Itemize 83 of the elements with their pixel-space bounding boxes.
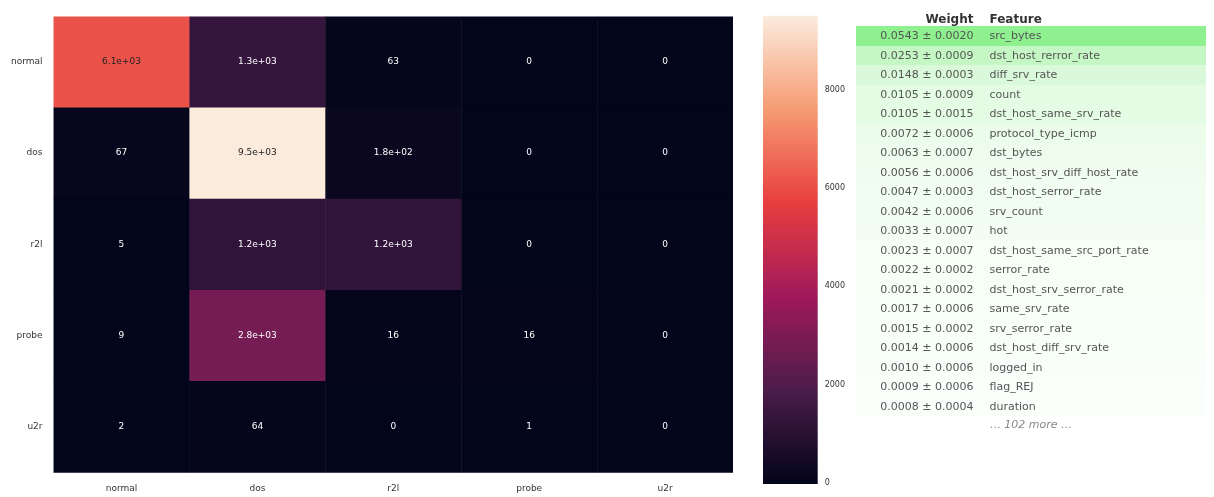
text: srv_count bbox=[989, 204, 1043, 218]
category-label: Feature bbox=[988, 12, 1043, 26]
text: 0.0021 ± 0.0002 bbox=[880, 282, 974, 296]
x-tick-label: probe bbox=[516, 482, 543, 493]
data-label: 0 bbox=[662, 329, 669, 340]
data-label: 2.8e+03 bbox=[237, 329, 277, 340]
text: 0.0008 ± 0.0004 bbox=[880, 399, 974, 413]
data-label: 67 bbox=[115, 147, 128, 158]
text: logged_in bbox=[989, 360, 1043, 374]
data-label: 2 bbox=[118, 420, 125, 431]
text: flag_REJ bbox=[989, 380, 1034, 393]
data-label: 6.1e+03 bbox=[102, 56, 141, 67]
y-tick-label: u2r bbox=[27, 420, 43, 431]
data-label: 1.2e+03 bbox=[373, 238, 413, 249]
text: diff_srv_rate bbox=[989, 68, 1058, 81]
text: 0.0105 ± 0.0015 bbox=[880, 107, 974, 120]
data-label: 1 bbox=[526, 420, 533, 431]
text: 0.0010 ± 0.0006 bbox=[880, 360, 974, 374]
x-tick-label: u2r bbox=[657, 482, 673, 493]
data-label: 5 bbox=[118, 238, 125, 249]
text: dst_host_srv_diff_host_rate bbox=[989, 165, 1139, 179]
data-label: 0 bbox=[662, 420, 669, 431]
x-tick-label: normal bbox=[105, 482, 138, 493]
text: dst_host_same_srv_rate bbox=[989, 107, 1122, 120]
text: 0.0014 ± 0.0006 bbox=[880, 341, 974, 354]
text: serror_rate bbox=[989, 263, 1050, 276]
text: 0.0056 ± 0.0006 bbox=[880, 165, 974, 179]
x-tick-label: r2l bbox=[387, 482, 400, 493]
data-label: 63 bbox=[387, 56, 399, 67]
data-label: 9 bbox=[118, 329, 125, 340]
data-label: 16 bbox=[387, 329, 400, 340]
text: 0.0148 ± 0.0003 bbox=[880, 68, 974, 81]
text: 0.0009 ± 0.0006 bbox=[880, 380, 974, 393]
color-bar-label: 8000 bbox=[824, 84, 845, 94]
text: protocol_type_icmp bbox=[989, 126, 1097, 140]
text: dst_bytes bbox=[989, 146, 1043, 159]
y-tick-label: dos bbox=[26, 147, 43, 158]
text: dst_host_serror_rate bbox=[989, 185, 1102, 198]
text: 0.0015 ± 0.0002 bbox=[880, 321, 974, 335]
data-label: 0 bbox=[526, 147, 533, 158]
data-label: 16 bbox=[523, 329, 536, 340]
text: 0.0017 ± 0.0006 bbox=[880, 302, 974, 315]
y-tick-label: normal bbox=[10, 56, 43, 67]
color-bar-label: 6000 bbox=[824, 183, 845, 192]
x-tick-label: dos bbox=[249, 482, 266, 493]
text: 0.0042 ± 0.0006 bbox=[880, 204, 974, 218]
data-label: 0 bbox=[526, 56, 533, 67]
data-label: 1.8e+02 bbox=[373, 147, 413, 158]
data-label: 0 bbox=[662, 56, 669, 67]
text: 0.0105 ± 0.0009 bbox=[880, 87, 974, 101]
data-label: 0 bbox=[662, 238, 669, 249]
text: 0.0543 ± 0.0020 bbox=[880, 29, 974, 42]
text: 0.0072 ± 0.0006 bbox=[880, 126, 974, 140]
text: 0.0033 ± 0.0007 bbox=[880, 224, 974, 237]
text: 0.0253 ± 0.0009 bbox=[880, 48, 974, 62]
text: duration bbox=[989, 399, 1036, 413]
text: dst_host_rerror_rate bbox=[989, 48, 1101, 62]
data-label: 9.5e+03 bbox=[237, 147, 277, 158]
text: count bbox=[989, 87, 1021, 101]
text: dst_host_diff_srv_rate bbox=[989, 341, 1109, 354]
text: hot bbox=[989, 224, 1008, 237]
text: srv_serror_rate bbox=[989, 321, 1072, 335]
color-bar-label: 0 bbox=[824, 478, 830, 488]
data-label: 0 bbox=[390, 420, 397, 431]
text: src_bytes bbox=[989, 29, 1042, 42]
text: 0.0047 ± 0.0003 bbox=[880, 185, 974, 198]
color-bar-label: 2000 bbox=[824, 379, 845, 389]
data-label: 0 bbox=[662, 147, 669, 158]
text: dst_host_srv_serror_rate bbox=[989, 282, 1124, 296]
text: 0.0022 ± 0.0002 bbox=[880, 263, 974, 276]
y-tick-label: r2l bbox=[30, 238, 43, 249]
text: … 102 more … bbox=[988, 418, 1074, 431]
category-label: Weight bbox=[924, 12, 975, 26]
text: dst_host_same_src_port_rate bbox=[989, 243, 1149, 257]
data-label: 1.2e+03 bbox=[237, 238, 277, 249]
data-label: 1.3e+03 bbox=[237, 56, 277, 67]
text: same_srv_rate bbox=[989, 302, 1070, 315]
data-label: 64 bbox=[251, 420, 264, 431]
color-bar-label: 4000 bbox=[824, 281, 845, 291]
text: 0.0063 ± 0.0007 bbox=[880, 146, 974, 159]
text: 0.0023 ± 0.0007 bbox=[880, 243, 974, 257]
data-label: 0 bbox=[526, 238, 533, 249]
y-tick-label: probe bbox=[16, 329, 43, 340]
